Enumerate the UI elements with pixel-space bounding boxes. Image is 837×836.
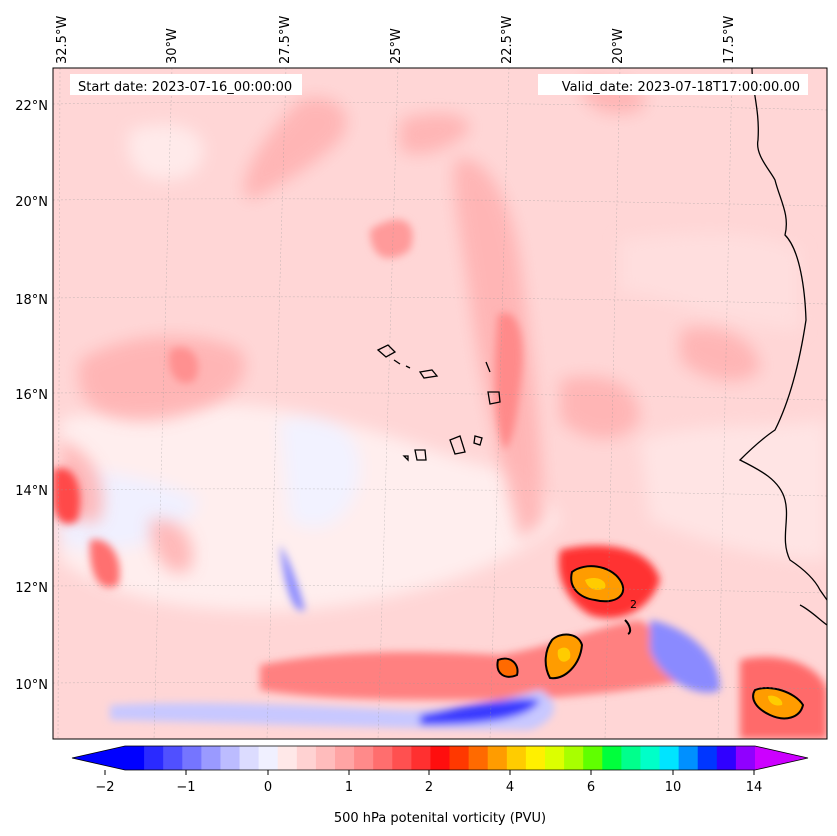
colorbar-segment <box>430 746 450 770</box>
colorbar-tick-label: 14 <box>746 780 763 795</box>
pv-field-strong <box>53 219 523 588</box>
colorbar-segment <box>163 746 183 770</box>
colorbar-segment <box>201 746 221 770</box>
lat-label: 14°N <box>15 484 48 499</box>
colorbar-tick-labels: −2 −1 0 1 2 4 6 10 14 <box>95 780 762 795</box>
lon-label: 25°W <box>389 28 404 64</box>
longitude-labels: 32.5°W 30°W 27.5°W 25°W 22.5°W 20°W 17.5… <box>55 16 737 64</box>
colorbar-segment <box>239 746 260 770</box>
map-panel: 2 Start date: 2023-07-16_00:0 <box>53 68 827 739</box>
valid-date-label: Valid_date: 2023-07-18T17:00:00.00 <box>562 80 800 95</box>
colorbar-segment <box>449 746 470 770</box>
lon-label: 27.5°W <box>278 16 293 64</box>
colorbar-segment <box>659 746 680 770</box>
start-date-box <box>70 74 302 95</box>
colorbar-tick-label: 6 <box>587 780 595 795</box>
colorbar-extend-max <box>755 746 808 770</box>
colorbar-title: 500 hPa potenital vorticity (PVU) <box>334 811 546 826</box>
colorbar-segment <box>583 746 603 770</box>
lat-label: 12°N <box>15 581 48 596</box>
colorbar-segment <box>697 746 718 770</box>
start-date-label: Start date: 2023-07-16_00:00:00 <box>78 80 292 95</box>
lat-label: 18°N <box>15 293 48 308</box>
map-frame <box>52 67 828 740</box>
colorbar-segment <box>392 746 412 770</box>
colorbar-segment <box>602 746 622 770</box>
colorbar-tick-label: 4 <box>506 780 514 795</box>
lat-label: 16°N <box>15 388 48 403</box>
colorbar-segment <box>277 746 298 770</box>
lon-label: 22.5°W <box>500 16 515 64</box>
colorbar-segment <box>220 746 240 770</box>
colorbar-segment <box>564 746 584 770</box>
colorbar-segments <box>125 746 756 770</box>
colorbar-segment <box>373 746 393 770</box>
lat-label: 22°N <box>15 99 48 114</box>
colorbar-segment <box>487 746 508 770</box>
colorbar-tick-label: 0 <box>264 780 272 795</box>
pv-2-contours <box>496 565 805 720</box>
colorbar-segment <box>296 746 317 770</box>
colorbar-segment <box>545 746 565 770</box>
colorbar-segment <box>716 746 737 770</box>
colorbar-extend-min <box>72 746 125 770</box>
colorbar-ticks <box>104 770 755 775</box>
colorbar-segment <box>506 746 527 770</box>
colorbar-segment <box>678 746 699 770</box>
graticule <box>53 68 827 739</box>
colorbar-segment <box>144 746 164 770</box>
colorbar-outline <box>71 745 809 771</box>
lat-label: 20°N <box>15 195 48 210</box>
colorbar-segment <box>621 746 641 770</box>
colorbar-tick-label: 2 <box>425 780 433 795</box>
valid-date-box <box>538 74 808 95</box>
latitude-labels: 22°N 20°N 18°N 16°N 14°N 12°N 10°N <box>15 99 48 693</box>
colorbar-segment <box>335 746 355 770</box>
lon-label: 20°W <box>611 28 626 64</box>
colorbar-tick-label: −2 <box>95 780 114 795</box>
lon-label: 30°W <box>165 28 180 64</box>
colorbar-segment <box>354 746 374 770</box>
colorbar-segment <box>125 746 145 770</box>
colorbar-segment <box>735 746 756 770</box>
colorbar-segment <box>258 746 279 770</box>
lat-label: 10°N <box>15 678 48 693</box>
colorbar-tick-label: −1 <box>176 780 195 795</box>
colorbar-segment <box>315 746 336 770</box>
pv-field-south-band <box>110 545 827 739</box>
colorbar: −2 −1 0 1 2 4 6 10 14 500 hPa potenital vorticit… <box>71 745 809 826</box>
contour-label: 2 <box>630 598 637 611</box>
colorbar-tick-label: 10 <box>665 780 682 795</box>
colorbar-segment <box>525 746 546 770</box>
colorbar-segment <box>640 746 660 770</box>
lon-label: 32.5°W <box>55 16 70 64</box>
colorbar-segment <box>468 746 489 770</box>
colorbar-segment <box>411 746 431 770</box>
coastlines <box>376 68 827 626</box>
lon-label: 17.5°W <box>722 16 737 64</box>
colorbar-tick-label: 1 <box>345 780 353 795</box>
colorbar-segment <box>182 746 202 770</box>
